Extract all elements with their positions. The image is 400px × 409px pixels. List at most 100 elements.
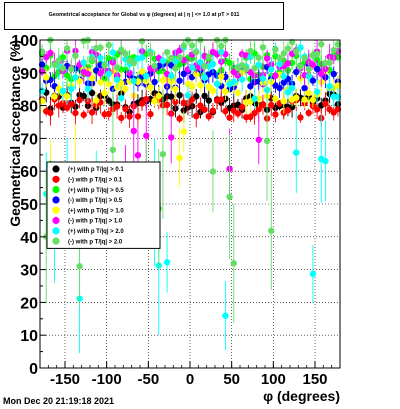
data-point — [226, 193, 233, 201]
data-point — [180, 128, 187, 135]
data-point — [313, 88, 321, 95]
data-point — [330, 70, 337, 78]
x-tick-label: -100 — [92, 371, 122, 388]
y-tick-label: 10 — [20, 328, 38, 345]
data-point — [176, 91, 183, 99]
data-point — [113, 76, 121, 83]
data-point — [247, 113, 254, 121]
data-point — [68, 85, 75, 93]
legend-label-1: (-) with p T/|q| > 0.1 — [68, 178, 123, 184]
data-point — [80, 59, 87, 66]
legend-marker-2 — [52, 186, 60, 194]
data-point — [55, 57, 62, 64]
data-point — [272, 72, 279, 79]
data-point — [322, 100, 329, 108]
data-point — [280, 73, 287, 80]
data-point — [88, 109, 96, 116]
data-point — [151, 78, 158, 86]
data-point — [209, 107, 217, 114]
data-point — [205, 97, 212, 104]
data-point — [255, 136, 262, 143]
data-point — [268, 66, 275, 73]
y-tick-label: 100 — [11, 33, 38, 50]
data-point — [176, 77, 183, 84]
data-point — [330, 46, 337, 54]
data-point — [80, 111, 87, 118]
data-point — [297, 114, 304, 121]
data-point — [213, 80, 221, 88]
data-point — [118, 79, 125, 87]
data-point — [209, 60, 217, 68]
data-point — [130, 77, 137, 85]
data-point — [97, 79, 104, 86]
data-point — [197, 102, 204, 109]
data-point — [68, 65, 75, 73]
data-point — [172, 98, 179, 106]
data-point — [105, 41, 112, 49]
chart-title: Geometrical acceptance for Global vs φ (… — [48, 12, 240, 18]
y-tick-label: 60 — [20, 164, 38, 181]
data-point — [76, 262, 83, 270]
data-point — [76, 96, 83, 104]
data-point — [205, 83, 212, 91]
data-point — [59, 65, 67, 72]
data-point — [159, 57, 167, 64]
data-point — [276, 60, 283, 68]
legend-marker-4 — [52, 206, 60, 214]
y-axis-label: Geometrical acceptance (%) — [7, 40, 23, 227]
data-point — [280, 79, 287, 86]
data-point — [51, 93, 58, 100]
y-tick-label: 50 — [20, 197, 38, 214]
data-point — [205, 53, 212, 61]
data-point — [301, 84, 308, 92]
x-tick-label: -150 — [50, 371, 80, 388]
data-point — [47, 109, 54, 117]
data-point — [122, 50, 129, 57]
series-layer — [38, 36, 342, 354]
data-point — [259, 75, 267, 82]
data-point — [72, 74, 79, 81]
data-point — [218, 42, 225, 50]
data-point — [322, 157, 329, 165]
legend-label-7: (-) with p T/|q| > 2.0 — [68, 239, 123, 245]
data-point — [63, 72, 71, 79]
data-point — [168, 93, 175, 100]
y-tick-label: 40 — [20, 230, 38, 247]
legend-marker-7 — [52, 237, 60, 245]
data-point — [147, 50, 154, 57]
data-point — [172, 65, 179, 72]
data-point — [326, 82, 333, 90]
data-point — [293, 48, 300, 55]
x-tick-label: 0 — [186, 371, 194, 388]
legend: (+) with p T/|q| > 0.1 (-) with p T/|q| >… — [46, 161, 161, 249]
data-point — [63, 93, 71, 100]
data-point — [176, 54, 183, 61]
data-point — [284, 60, 292, 67]
data-point — [309, 61, 317, 68]
legend-marker-6 — [52, 227, 60, 235]
data-point — [309, 77, 317, 84]
data-point — [97, 44, 104, 51]
x-tick-label: -50 — [137, 371, 159, 388]
data-point — [293, 94, 300, 101]
y-tick-label: 20 — [20, 295, 38, 312]
data-point — [97, 70, 104, 77]
data-point — [147, 110, 154, 118]
data-point — [51, 61, 58, 69]
data-point — [172, 85, 179, 93]
x-axis-label: φ (degrees) — [263, 388, 340, 404]
data-point — [293, 149, 300, 156]
data-point — [47, 49, 54, 57]
legend-marker-5 — [52, 216, 60, 225]
data-point — [188, 83, 196, 90]
data-point — [168, 72, 175, 79]
data-point — [218, 73, 225, 80]
data-point — [222, 88, 229, 95]
data-point — [326, 59, 333, 66]
data-point — [193, 71, 200, 78]
data-point — [134, 113, 142, 120]
data-point — [218, 96, 225, 103]
data-point — [72, 52, 79, 59]
data-point — [101, 89, 108, 97]
